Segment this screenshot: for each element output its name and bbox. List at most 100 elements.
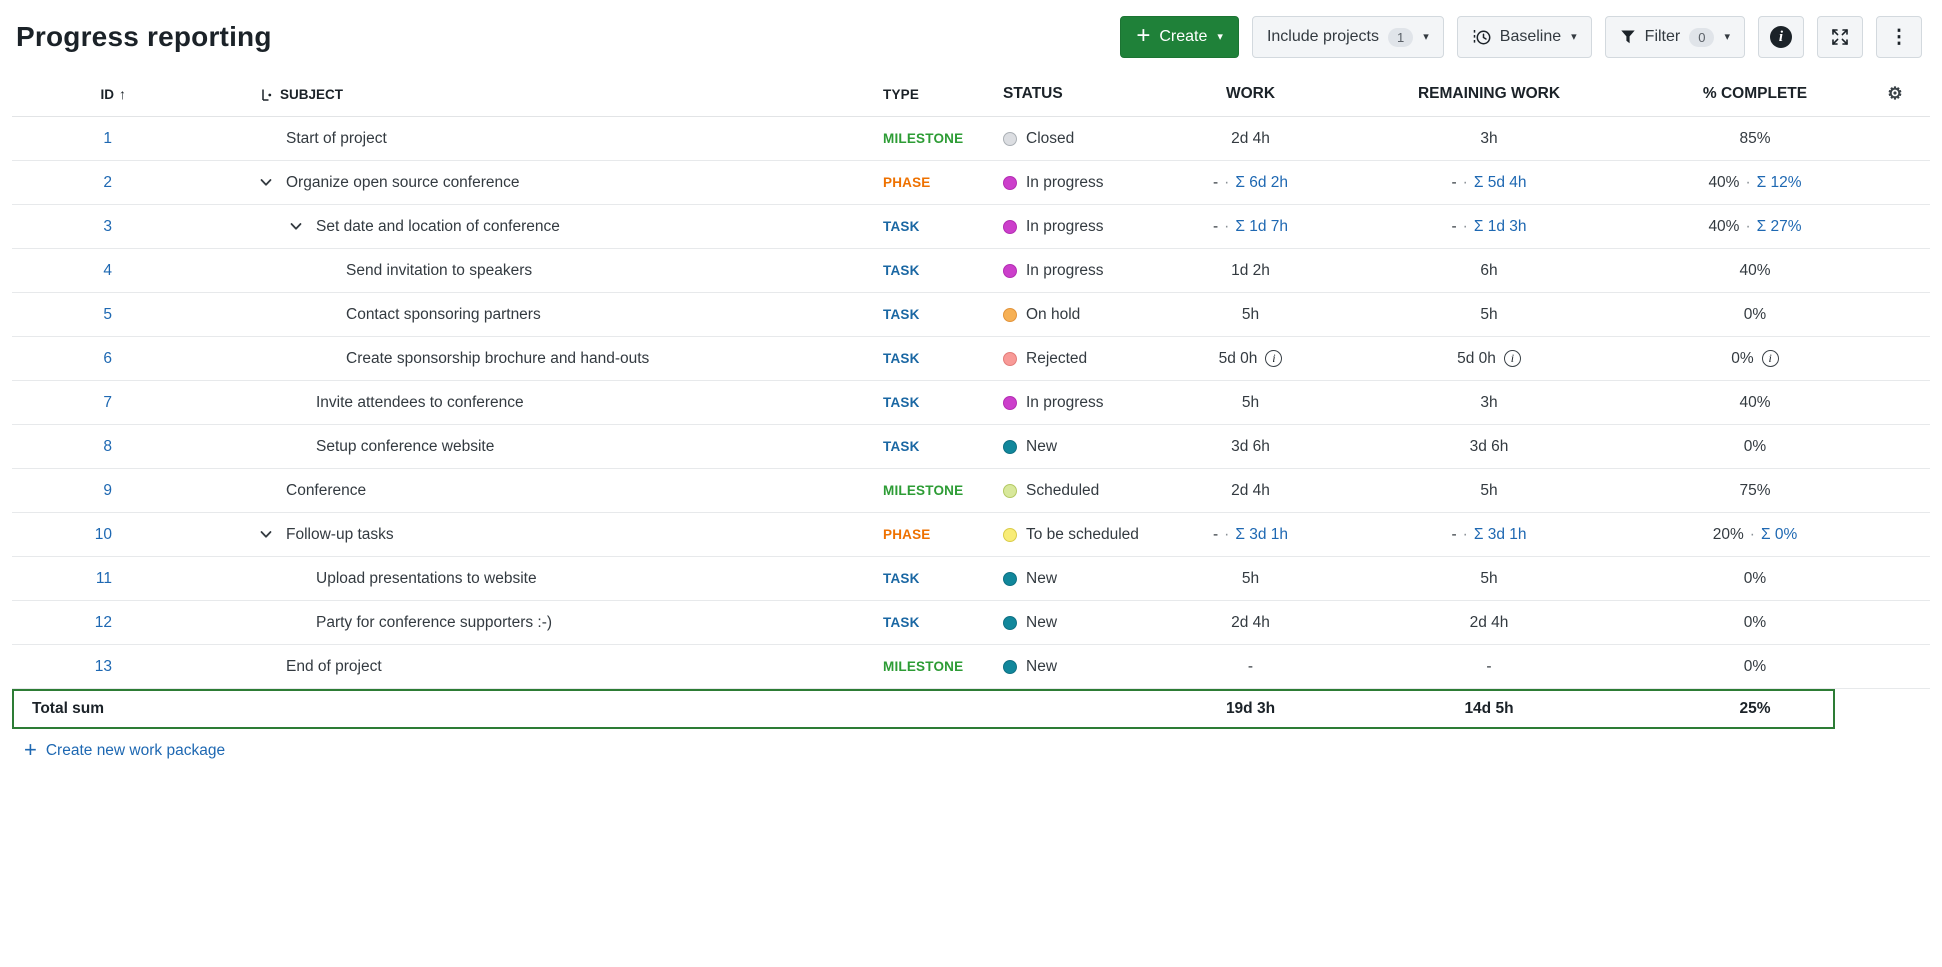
more-options-button[interactable]: ⋮ bbox=[1876, 16, 1922, 58]
remaining-work-cell[interactable]: 5h bbox=[1328, 306, 1650, 324]
percent-complete-cell-sum-link[interactable]: Σ 0% bbox=[1760, 525, 1798, 543]
work-package-type[interactable]: MILESTONE bbox=[883, 131, 964, 146]
remaining-work-cell[interactable]: 5h bbox=[1328, 482, 1650, 500]
percent-complete-cell[interactable]: 85% bbox=[1650, 130, 1860, 148]
work-package-subject[interactable]: Upload presentations to website bbox=[316, 569, 537, 587]
work-package-type[interactable]: TASK bbox=[883, 263, 920, 278]
status-cell[interactable]: In progress bbox=[1003, 218, 1173, 236]
work-cell-sum-link[interactable]: Σ 3d 1h bbox=[1235, 525, 1289, 543]
create-button[interactable]: + Create ▾ bbox=[1120, 16, 1239, 58]
collapse-chevron-icon[interactable] bbox=[260, 177, 286, 188]
filter-button[interactable]: Filter 0 ▾ bbox=[1604, 16, 1745, 58]
work-package-subject[interactable]: Create sponsorship brochure and hand-out… bbox=[346, 349, 650, 367]
work-cell[interactable]: 2d 4h bbox=[1173, 614, 1328, 632]
column-header-remaining-work[interactable]: REMAINING WORK bbox=[1417, 85, 1561, 102]
work-package-id-link[interactable]: 7 bbox=[103, 393, 112, 411]
work-package-subject[interactable]: Party for conference supporters :-) bbox=[316, 613, 553, 631]
work-cell[interactable]: 5d 0h i bbox=[1173, 350, 1328, 368]
work-package-id-link[interactable]: 3 bbox=[103, 217, 112, 235]
percent-complete-cell[interactable]: 20% · Σ 0% bbox=[1650, 526, 1860, 544]
work-package-type[interactable]: MILESTONE bbox=[883, 483, 964, 498]
remaining-work-cell[interactable]: - bbox=[1328, 658, 1650, 676]
work-package-type[interactable]: TASK bbox=[883, 571, 920, 586]
work-package-subject[interactable]: Setup conference website bbox=[316, 437, 495, 455]
work-cell[interactable]: 2d 4h bbox=[1173, 130, 1328, 148]
work-package-type[interactable]: TASK bbox=[883, 439, 920, 454]
work-cell[interactable]: 2d 4h bbox=[1173, 482, 1328, 500]
table-row[interactable]: 2 Organize open source conference PHASE In … bbox=[12, 161, 1930, 205]
status-cell[interactable]: New bbox=[1003, 438, 1173, 456]
remaining-work-cell[interactable]: - · Σ 3d 1h bbox=[1328, 526, 1650, 544]
remaining-work-cell[interactable]: 5h bbox=[1328, 570, 1650, 588]
work-package-type[interactable]: PHASE bbox=[883, 175, 931, 190]
column-header-work[interactable]: WORK bbox=[1225, 85, 1276, 102]
column-header-type[interactable]: TYPE bbox=[883, 86, 920, 102]
column-header-subject[interactable]: SUBJECT bbox=[132, 87, 883, 102]
work-package-id-link[interactable]: 4 bbox=[103, 261, 112, 279]
remaining-work-cell[interactable]: 6h bbox=[1328, 262, 1650, 280]
table-row[interactable]: 9 Conference MILESTONE Scheduled 2d 4h 5h 75% bbox=[12, 469, 1930, 513]
table-row[interactable]: 7 Invite attendees to conference TASK In pr… bbox=[12, 381, 1930, 425]
collapse-chevron-icon[interactable] bbox=[260, 529, 286, 540]
status-cell[interactable]: New bbox=[1003, 570, 1173, 588]
remaining-work-cell[interactable]: 3h bbox=[1328, 394, 1650, 412]
work-cell[interactable]: 1d 2h bbox=[1173, 262, 1328, 280]
work-package-type[interactable]: TASK bbox=[883, 395, 920, 410]
work-package-id-link[interactable]: 11 bbox=[95, 569, 112, 587]
work-cell-sum-link[interactable]: Σ 1d 7h bbox=[1235, 217, 1289, 235]
remaining-work-cell[interactable]: 5d 0h i bbox=[1328, 350, 1650, 368]
work-package-id-link[interactable]: 9 bbox=[103, 481, 112, 499]
remaining-work-cell[interactable]: 3h bbox=[1328, 130, 1650, 148]
work-cell[interactable]: - · Σ 1d 7h bbox=[1173, 218, 1328, 236]
work-cell[interactable]: 5h bbox=[1173, 306, 1328, 324]
remaining-work-cell-sum-link[interactable]: Σ 1d 3h bbox=[1473, 217, 1527, 235]
status-cell[interactable]: Closed bbox=[1003, 130, 1173, 148]
work-package-subject[interactable]: Set date and location of conference bbox=[316, 217, 560, 235]
status-cell[interactable]: Rejected bbox=[1003, 350, 1173, 368]
percent-complete-cell[interactable]: 0% bbox=[1650, 658, 1860, 676]
percent-complete-cell[interactable]: 40% · Σ 27% bbox=[1650, 218, 1860, 236]
status-cell[interactable]: In progress bbox=[1003, 394, 1173, 412]
collapse-chevron-icon[interactable] bbox=[290, 221, 316, 232]
work-cell[interactable]: 5h bbox=[1173, 570, 1328, 588]
remaining-work-cell[interactable]: 2d 4h bbox=[1328, 614, 1650, 632]
work-package-subject[interactable]: Organize open source conference bbox=[286, 173, 520, 191]
work-package-type[interactable]: MILESTONE bbox=[883, 659, 964, 674]
work-cell[interactable]: - · Σ 3d 1h bbox=[1173, 526, 1328, 544]
work-cell[interactable]: 3d 6h bbox=[1173, 438, 1328, 456]
create-new-work-package-link[interactable]: + Create new work package bbox=[24, 739, 225, 761]
work-package-type[interactable]: TASK bbox=[883, 307, 920, 322]
work-package-id-link[interactable]: 6 bbox=[103, 349, 112, 367]
table-row[interactable]: 6 Create sponsorship brochure and hand-ou… bbox=[12, 337, 1930, 381]
table-row[interactable]: 4 Send invitation to speakers TASK In progr… bbox=[12, 249, 1930, 293]
table-row[interactable]: 5 Contact sponsoring partners TASK On hold 5… bbox=[12, 293, 1930, 337]
percent-complete-cell[interactable]: 40% bbox=[1650, 262, 1860, 280]
remaining-work-cell-sum-link[interactable]: Σ 3d 1h bbox=[1473, 525, 1527, 543]
table-row[interactable]: 13 End of project MILESTONE New - - 0% bbox=[12, 645, 1930, 689]
status-cell[interactable]: In progress bbox=[1003, 262, 1173, 280]
work-cell[interactable]: 5h bbox=[1173, 394, 1328, 412]
work-package-subject[interactable]: Contact sponsoring partners bbox=[346, 305, 541, 323]
work-package-type[interactable]: TASK bbox=[883, 219, 920, 234]
column-header-status[interactable]: STATUS bbox=[1003, 85, 1063, 102]
work-package-id-link[interactable]: 1 bbox=[103, 129, 112, 147]
table-row[interactable]: 12 Party for conference supporters :-) TAS… bbox=[12, 601, 1930, 645]
percent-complete-cell[interactable]: 40% · Σ 12% bbox=[1650, 174, 1860, 192]
baseline-button[interactable]: Baseline ▾ bbox=[1456, 16, 1592, 58]
table-settings-button[interactable]: ⚙ bbox=[1860, 84, 1930, 104]
derived-value-info-icon[interactable]: i bbox=[1265, 350, 1283, 367]
work-package-subject[interactable]: Conference bbox=[286, 481, 367, 499]
status-cell[interactable]: On hold bbox=[1003, 306, 1173, 324]
derived-value-info-icon[interactable]: i bbox=[1761, 350, 1779, 367]
work-package-type[interactable]: TASK bbox=[883, 615, 920, 630]
work-package-type[interactable]: TASK bbox=[883, 351, 920, 366]
remaining-work-cell[interactable]: 3d 6h bbox=[1328, 438, 1650, 456]
status-cell[interactable]: New bbox=[1003, 658, 1173, 676]
status-cell[interactable]: To be scheduled bbox=[1003, 526, 1173, 544]
work-package-id-link[interactable]: 13 bbox=[94, 657, 112, 675]
percent-complete-cell[interactable]: 0% bbox=[1650, 306, 1860, 324]
status-cell[interactable]: In progress bbox=[1003, 174, 1173, 192]
status-cell[interactable]: Scheduled bbox=[1003, 482, 1173, 500]
work-cell-sum-link[interactable]: Σ 6d 2h bbox=[1235, 173, 1289, 191]
percent-complete-cell-sum-link[interactable]: Σ 12% bbox=[1756, 173, 1802, 191]
